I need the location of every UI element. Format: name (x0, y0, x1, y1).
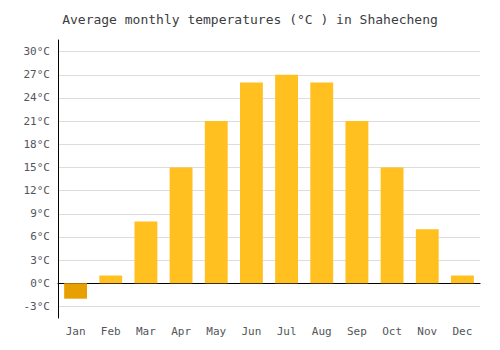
svg-text:May: May (206, 325, 226, 338)
svg-text:18°C: 18°C (24, 138, 51, 151)
svg-text:6°C: 6°C (30, 230, 50, 243)
svg-text:Aug: Aug (312, 325, 332, 338)
svg-text:Dec: Dec (452, 325, 472, 338)
svg-text:Jun: Jun (241, 325, 261, 338)
svg-text:Average monthly temperatures (: Average monthly temperatures (°C ) in Sh… (62, 12, 438, 27)
svg-text:Sep: Sep (347, 325, 367, 338)
svg-text:Mar: Mar (136, 325, 156, 338)
svg-text:24°C: 24°C (24, 91, 51, 104)
svg-text:Jul: Jul (277, 325, 297, 338)
svg-text:9°C: 9°C (30, 207, 50, 220)
svg-text:3°C: 3°C (30, 254, 50, 267)
svg-text:21°C: 21°C (24, 115, 51, 128)
svg-text:Nov: Nov (417, 325, 437, 338)
svg-text:-3°C: -3°C (24, 300, 51, 313)
svg-text:30°C: 30°C (24, 45, 51, 58)
svg-text:15°C: 15°C (24, 161, 51, 174)
svg-text:Feb: Feb (101, 325, 121, 338)
svg-text:Jan: Jan (66, 325, 86, 338)
svg-text:0°C: 0°C (30, 277, 50, 290)
svg-text:12°C: 12°C (24, 184, 51, 197)
svg-text:Oct: Oct (382, 325, 402, 338)
svg-text:27°C: 27°C (24, 68, 51, 81)
svg-text:Apr: Apr (171, 325, 191, 338)
